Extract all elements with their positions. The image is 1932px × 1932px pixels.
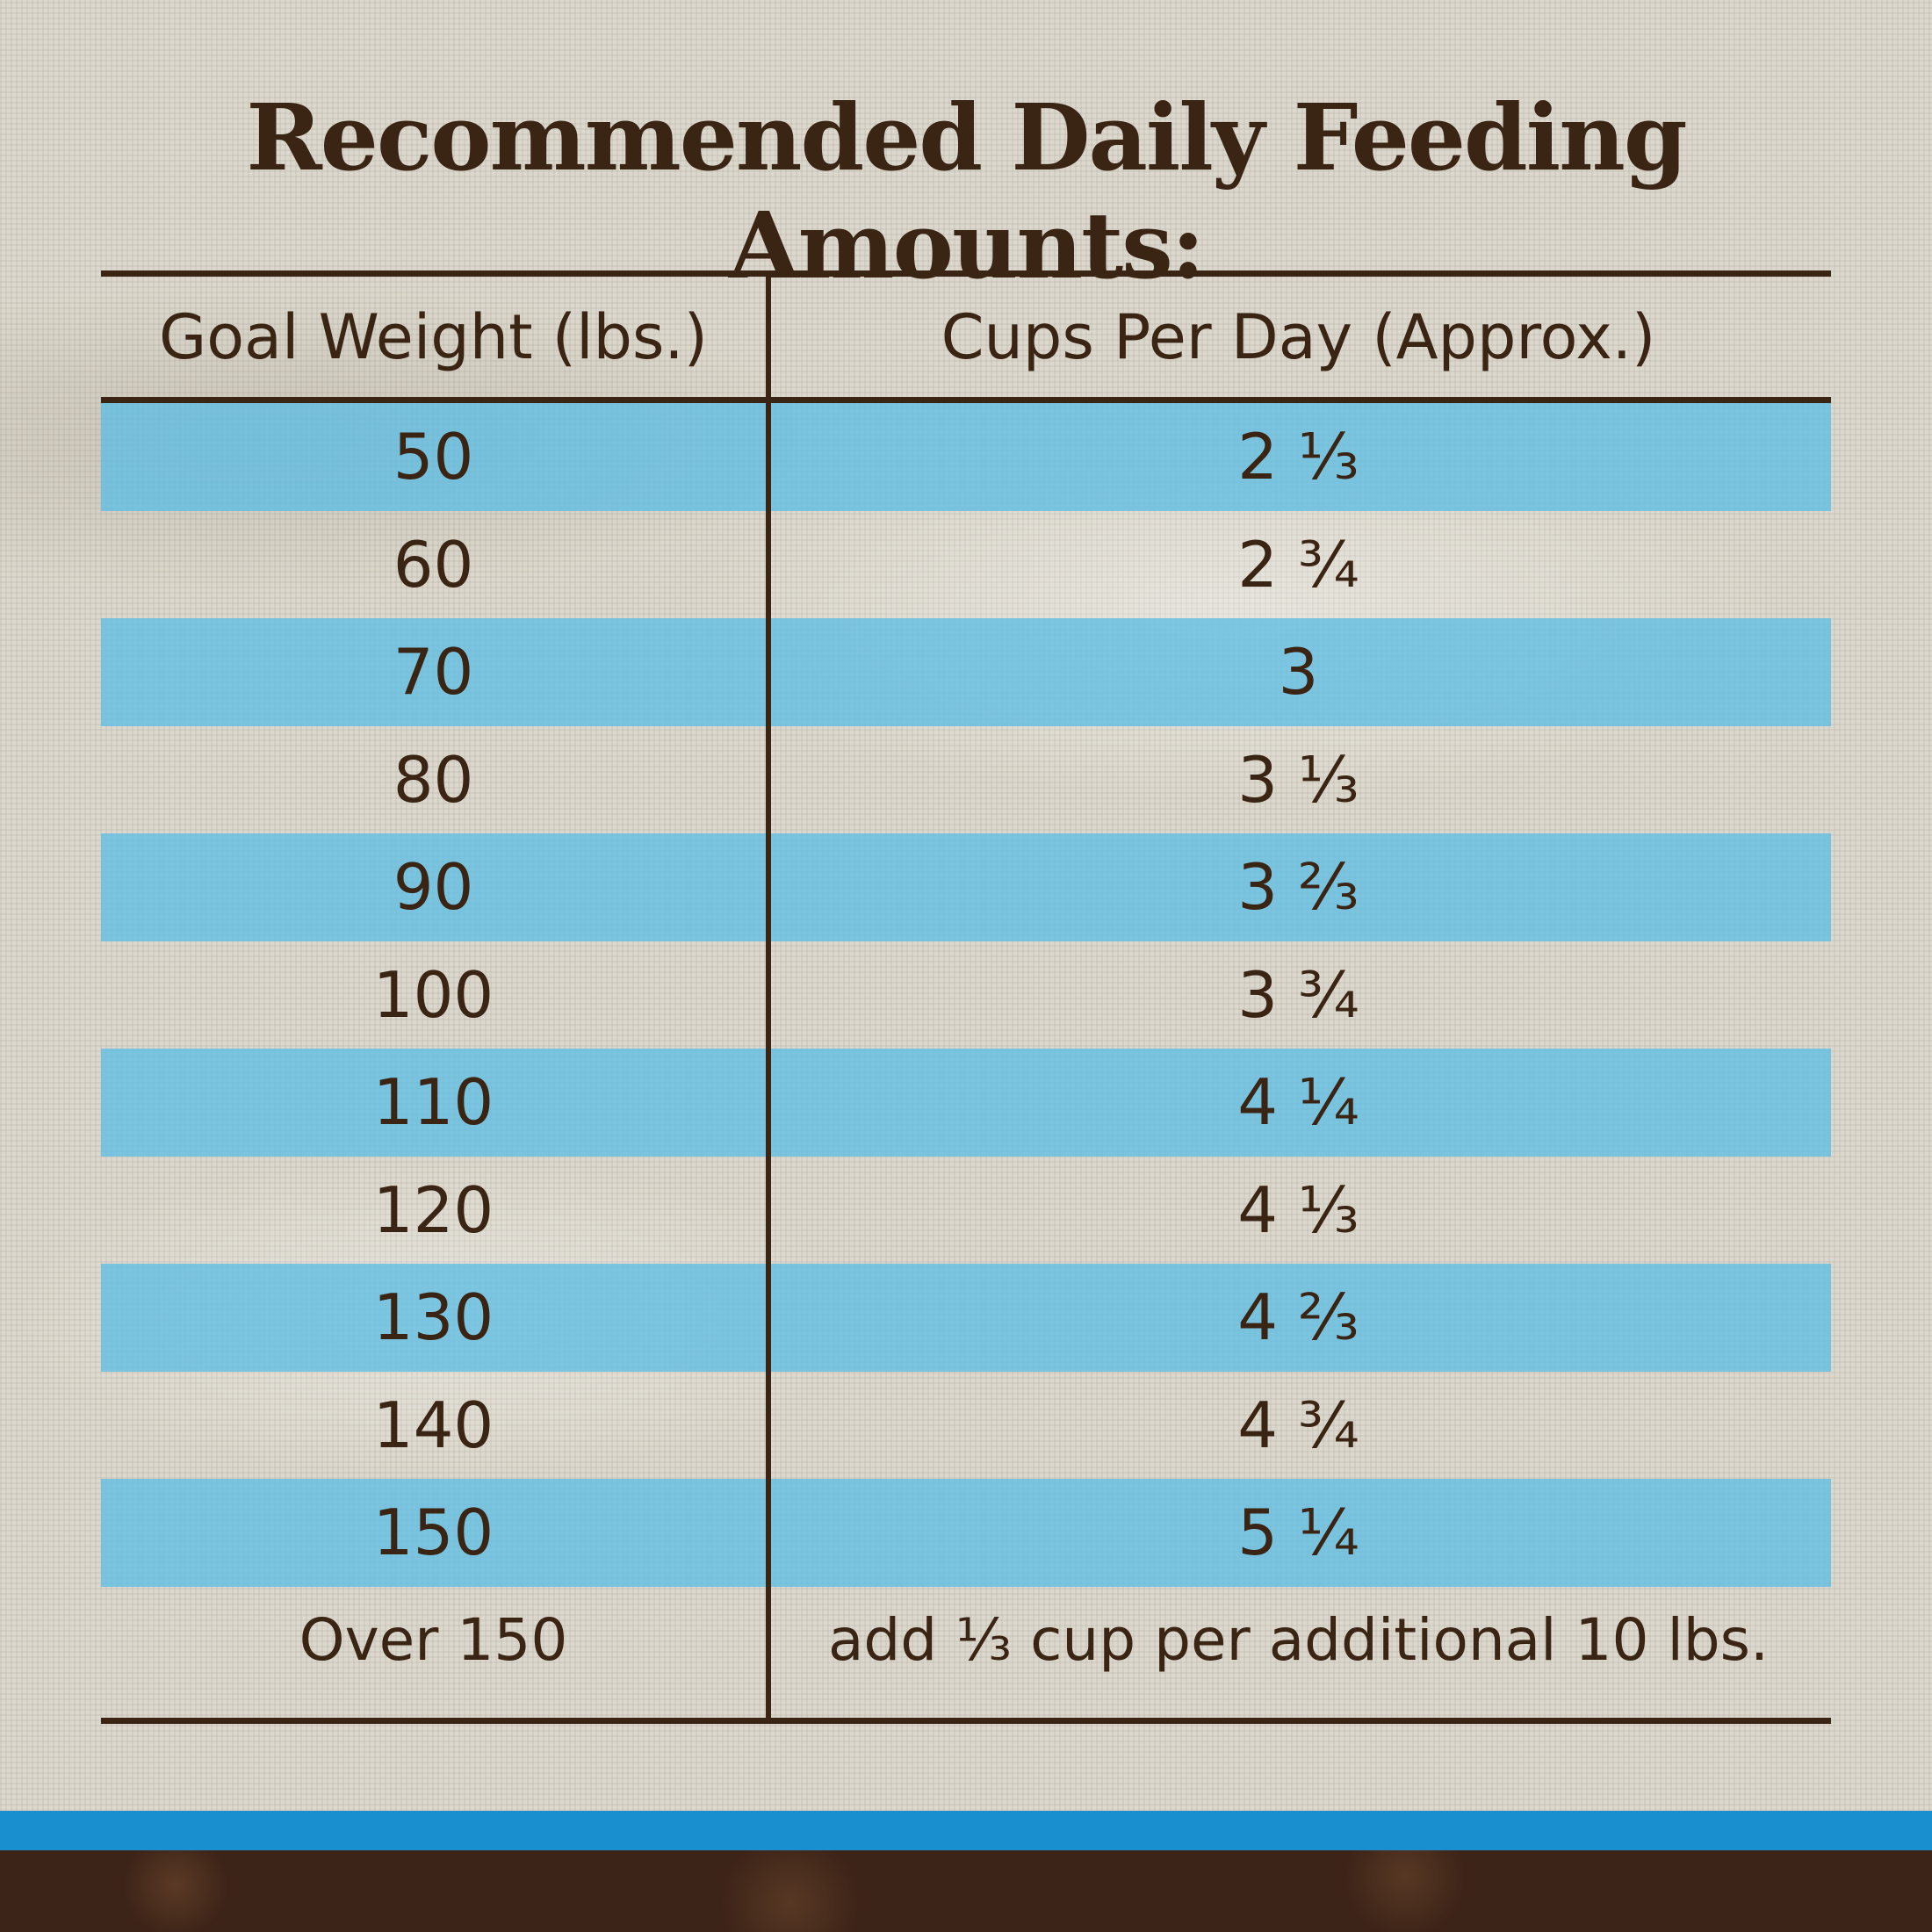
column-divider [766,270,771,1724]
cups-cell: 3 ⅓ [1237,742,1359,817]
cups-cell: 3 ¾ [1237,957,1359,1032]
footer-soil-band [0,1850,1932,1932]
weight-cell: 70 [393,635,474,710]
cups-cell: 4 ¼ [1237,1065,1359,1140]
table-header-row: Goal Weight (lbs.) Cups Per Day (Approx.… [101,278,1831,397]
table-row: 110 4 ¼ [101,1049,1831,1157]
weight-cell: Over 150 [299,1606,568,1675]
weight-cell: 140 [372,1388,494,1462]
table-row: 150 5 ¼ [101,1479,1831,1587]
table-row: Over 150 add ⅓ cup per additional 10 lbs… [101,1587,1831,1695]
table-row: 90 3 ⅔ [101,833,1831,941]
weight-cell: 100 [372,957,494,1032]
table-row: 100 3 ¾ [101,941,1831,1049]
header-goal-weight: Goal Weight (lbs.) [158,301,708,373]
cups-cell: 4 ⅔ [1237,1280,1359,1355]
cups-cell: 4 ¾ [1237,1388,1359,1462]
feeding-table: Goal Weight (lbs.) Cups Per Day (Approx.… [101,270,1831,1724]
weight-cell: 110 [372,1065,494,1140]
cups-cell: 3 [1278,635,1319,710]
cups-cell: add ⅓ cup per additional 10 lbs. [827,1606,1770,1675]
table-row: 140 4 ¾ [101,1372,1831,1480]
weight-cell: 90 [393,850,474,925]
weight-cell: 130 [372,1280,494,1355]
table-row: 120 4 ⅓ [101,1157,1831,1265]
weight-cell: 50 [393,420,474,494]
table-row: 70 3 [101,618,1831,726]
weight-cell: 60 [393,527,474,602]
weight-cell: 150 [372,1496,494,1570]
table-row: 80 3 ⅓ [101,726,1831,834]
weight-cell: 120 [372,1172,494,1247]
table-header-rule [101,397,1831,403]
table-top-rule [101,270,1831,277]
footer-blue-band [0,1811,1932,1850]
table-bottom-rule [101,1718,1831,1724]
table-row: 60 2 ¾ [101,511,1831,619]
cups-cell: 3 ⅔ [1237,850,1359,925]
table-body: 50 2 ⅓ 60 2 ¾ 70 3 80 3 ⅓ 90 3 ⅔ 100 3 ¾… [101,403,1831,1694]
table-row: 50 2 ⅓ [101,403,1831,511]
header-cups-per-day: Cups Per Day (Approx.) [941,301,1656,373]
page-title: Recommended Daily Feeding Amounts: [246,83,1687,299]
cups-cell: 5 ¼ [1237,1496,1359,1570]
cups-cell: 4 ⅓ [1237,1172,1359,1247]
cups-cell: 2 ⅓ [1237,420,1359,494]
cups-cell: 2 ¾ [1237,527,1359,602]
table-row: 130 4 ⅔ [101,1264,1831,1372]
weight-cell: 80 [393,742,474,817]
